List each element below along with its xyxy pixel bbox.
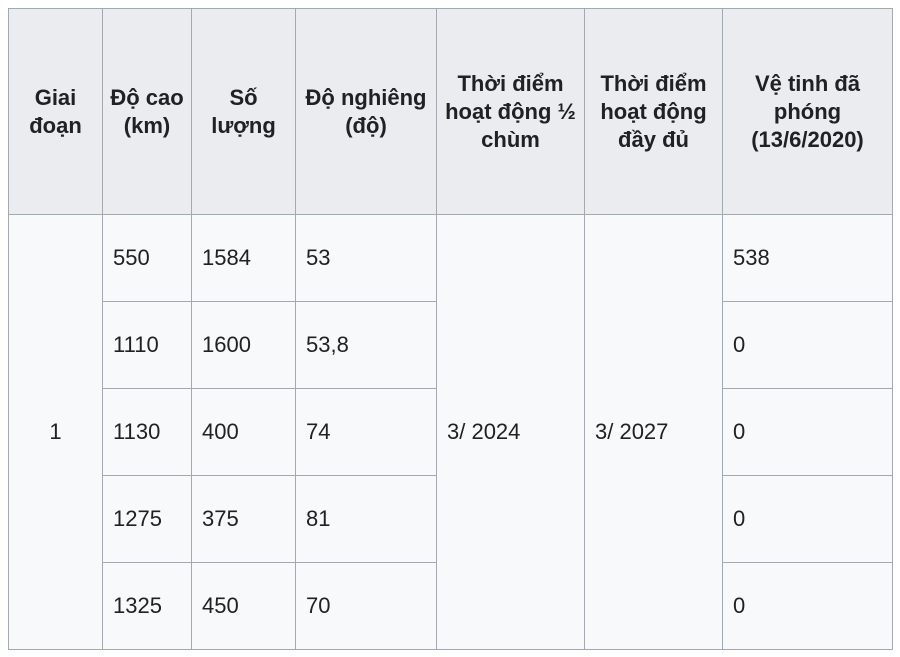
table-cell: 0 xyxy=(722,562,893,650)
header-cell: Giai đoạn xyxy=(8,8,103,215)
header-cell: Độ nghiêng (độ) xyxy=(295,8,437,215)
table-cell: 1600 xyxy=(191,301,296,389)
data-table: Giai đoạn Độ cao (km) Số lượng Độ nghiêng (… xyxy=(8,8,893,650)
table-cell: 450 xyxy=(191,562,296,650)
table-cell: 1275 xyxy=(102,475,192,563)
table-cell: 3/ 2027 xyxy=(584,214,723,650)
table-cell: 1110 xyxy=(102,301,192,389)
table-row: 1 550 1584 53 3/ 2024 3/ 2027 538 xyxy=(8,214,893,650)
table-cell: 0 xyxy=(722,301,893,389)
table-cell: 74 xyxy=(295,388,437,476)
table-cell: 0 xyxy=(722,388,893,476)
header-cell: Thời điểm hoạt động đầy đủ xyxy=(584,8,723,215)
table-body: 1 550 1584 53 3/ 2024 3/ 2027 538 1110 1600 53,8 0… xyxy=(8,214,893,650)
table-row: 1325 450 70 0 xyxy=(9,562,893,650)
header-cell: Số lượng xyxy=(191,8,296,215)
table-cell: 550 xyxy=(102,214,192,302)
table-cell: 538 xyxy=(722,214,893,302)
table-cell: 375 xyxy=(191,475,296,563)
table-cell: 1 xyxy=(8,214,103,650)
table-cell: 1130 xyxy=(102,388,192,476)
header-cell: Độ cao (km) xyxy=(102,8,192,215)
table-cell: 3/ 2024 xyxy=(436,214,585,650)
table-row: 1275 375 81 0 xyxy=(9,475,893,563)
header-row: Giai đoạn Độ cao (km) Số lượng Độ nghiêng (… xyxy=(8,8,893,215)
table-cell: 53,8 xyxy=(295,301,437,389)
table-cell: 1584 xyxy=(191,214,296,302)
table-row: 1110 1600 53,8 0 xyxy=(9,301,893,389)
table-cell: 81 xyxy=(295,475,437,563)
table-row: 1130 400 74 0 xyxy=(9,388,893,476)
table-cell: 70 xyxy=(295,562,437,650)
header-cell: Thời điểm hoạt động ½ chùm xyxy=(436,8,585,215)
table-header: Giai đoạn Độ cao (km) Số lượng Độ nghiêng (… xyxy=(8,8,893,215)
table-cell: 53 xyxy=(295,214,437,302)
header-cell: Vệ tinh đã phóng (13/6/2020) xyxy=(722,8,893,215)
table-cell: 1325 xyxy=(102,562,192,650)
table-cell: 400 xyxy=(191,388,296,476)
table-cell: 0 xyxy=(722,475,893,563)
